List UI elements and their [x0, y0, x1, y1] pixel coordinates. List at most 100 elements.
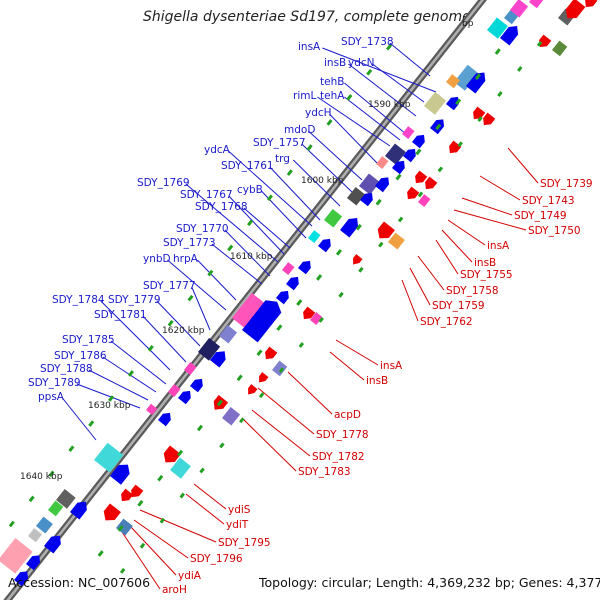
forward-gene-label[interactable]: ppsA: [38, 391, 65, 403]
forward-gene-label[interactable]: rimL: [293, 90, 316, 102]
forward-gene-label[interactable]: SDY_1738: [341, 36, 394, 48]
forward-gene-label[interactable]: SDY_1785: [62, 334, 115, 346]
genome-backbone: [3, 0, 487, 600]
forward-gene-label[interactable]: hrpA: [173, 253, 199, 265]
scale-tick: [375, 198, 382, 206]
reverse-gene-label[interactable]: SDY_1783: [298, 466, 351, 478]
connector-line: [129, 525, 177, 576]
forward-gene-label[interactable]: mdoD: [284, 124, 315, 136]
reverse-gene-label[interactable]: SDY_1796: [190, 553, 243, 565]
reverse-gene-label[interactable]: ydiT: [226, 519, 249, 531]
scale-tick: [196, 424, 204, 432]
reverse-gene-label[interactable]: SDY_1750: [528, 225, 581, 237]
reverse-gene-arrows: [103, 0, 598, 521]
reverse-gene-label[interactable]: ydiS: [228, 504, 251, 516]
forward-gene-label[interactable]: cybB: [237, 184, 263, 196]
connector-line: [88, 369, 149, 401]
forward-gene-label[interactable]: ydcH: [305, 107, 332, 119]
kbp-label: bp: [462, 19, 474, 29]
reverse-gene-label[interactable]: insA: [487, 240, 510, 252]
reverse-gene-label[interactable]: SDY_1758: [446, 285, 499, 297]
connector-line: [507, 147, 539, 184]
scale-tick: [239, 417, 245, 424]
forward-gene-label[interactable]: SDY_1786: [54, 350, 107, 362]
forward-gene-label[interactable]: SDY_1761: [221, 160, 274, 172]
forward-gene-label[interactable]: SDY_1789: [28, 377, 81, 389]
scale-tick: [139, 542, 146, 549]
forward-gene-label[interactable]: tehA: [320, 90, 345, 102]
scale-tick: [207, 269, 214, 277]
reverse-gene-label[interactable]: SDY_1755: [460, 269, 513, 281]
forward-gene-label[interactable]: SDY_1767: [180, 189, 233, 201]
scale-tick: [48, 470, 55, 478]
reverse-gene-label[interactable]: ydiA: [178, 570, 202, 582]
connector-line: [100, 300, 171, 371]
forward-gene-label[interactable]: insA: [298, 41, 321, 53]
connector-line: [453, 209, 527, 231]
connector-line: [344, 82, 407, 135]
forward-gene-label[interactable]: SDY_1784: [52, 294, 105, 306]
scale-tick: [338, 291, 344, 298]
topology-text: Topology: circular; Length: 4,369,232 bp…: [258, 575, 600, 590]
connector-line: [211, 243, 263, 285]
reverse-gene-label[interactable]: acpD: [334, 409, 361, 421]
scale-ticks: [8, 40, 543, 574]
connector-line: [389, 42, 431, 77]
reverse-gene-label[interactable]: insA: [380, 360, 403, 372]
forward-gene-label[interactable]: ynbD: [143, 253, 171, 265]
scale-tick: [199, 467, 205, 474]
kbp-label: 1640 kbp: [20, 472, 63, 482]
reverse-gene-label[interactable]: insB: [474, 257, 496, 269]
reverse-gene-label[interactable]: SDY_1739: [540, 178, 593, 190]
scale-tick: [366, 68, 373, 76]
scale-tick: [536, 40, 543, 47]
reverse-gene-label[interactable]: SDY_1795: [218, 537, 271, 549]
forward-gene-label[interactable]: SDY_1768: [195, 201, 248, 213]
reverse-gene-label[interactable]: SDY_1759: [432, 300, 485, 312]
scale-tick: [278, 367, 285, 373]
reverse-gene-label[interactable]: insB: [366, 375, 388, 387]
forward-gene-label[interactable]: ydcN: [348, 57, 375, 69]
scale-tick: [97, 550, 104, 557]
scale-tick: [286, 169, 293, 176]
reverse-gene-label[interactable]: aroH: [162, 584, 187, 596]
connector-line: [435, 239, 459, 275]
forward-gene-label[interactable]: SDY_1757: [253, 137, 306, 149]
forward-gene-label[interactable]: trg: [275, 153, 290, 165]
reverse-gene-label[interactable]: SDY_1749: [514, 210, 567, 222]
scale-tick: [316, 274, 323, 281]
connector-line: [401, 279, 419, 322]
scale-tick: [167, 319, 174, 327]
forward-gene-label[interactable]: SDY_1788: [40, 363, 93, 375]
forward-gene-label[interactable]: SDY_1773: [163, 237, 216, 249]
reverse-gene-labels: SDY_1739 SDY_1743 SDY_1749 SDY_1750 insA insB…: [162, 178, 593, 596]
connector-line: [142, 315, 187, 363]
reverse-gene-label[interactable]: SDY_1743: [522, 195, 575, 207]
connector-line: [121, 531, 161, 590]
forward-gene-label[interactable]: SDY_1779: [108, 294, 161, 306]
feature-blocks: [0, 0, 598, 587]
forward-gene-label[interactable]: insB: [324, 57, 346, 69]
scale-tick: [219, 442, 225, 449]
reverse-gene-label[interactable]: SDY_1762: [420, 316, 473, 328]
scale-tick: [28, 495, 35, 503]
forward-gene-label[interactable]: SDY_1777: [143, 280, 196, 292]
scale-tick: [386, 43, 393, 51]
scale-tick: [378, 241, 384, 248]
scale-tick: [227, 244, 234, 252]
connector-line: [257, 387, 315, 435]
forward-gene-label[interactable]: SDY_1770: [176, 223, 229, 235]
scale-tick: [455, 98, 462, 106]
forward-gene-label[interactable]: ydcA: [204, 144, 231, 156]
reverse-gene-label[interactable]: SDY_1778: [316, 429, 369, 441]
scale-tick: [276, 324, 283, 331]
forward-gene-label[interactable]: SDY_1769: [137, 177, 190, 189]
scale-tick: [494, 48, 501, 55]
scale-tick: [256, 349, 263, 357]
forward-gene-label[interactable]: tehB: [320, 76, 344, 88]
connector-line: [301, 143, 353, 193]
reverse-gene-label[interactable]: SDY_1782: [312, 451, 365, 463]
forward-gene-label[interactable]: SDY_1781: [94, 309, 147, 321]
connector-line: [329, 113, 379, 165]
